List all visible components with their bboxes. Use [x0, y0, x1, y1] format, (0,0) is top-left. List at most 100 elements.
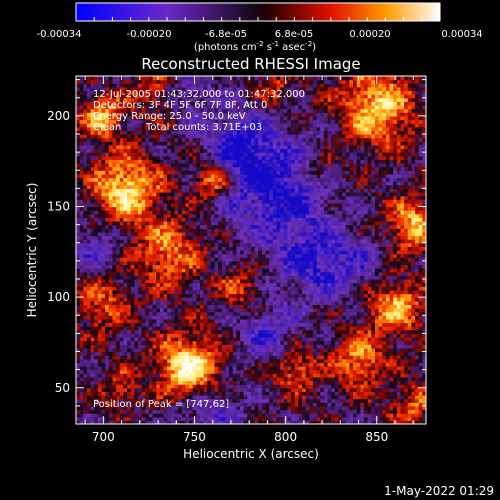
heatmap-cell	[214, 206, 219, 211]
heatmap-cell	[76, 134, 81, 139]
heatmap-cell	[90, 166, 95, 171]
heatmap-cell	[232, 228, 238, 233]
heatmap-cell	[251, 329, 256, 334]
heatmap-cell	[170, 231, 176, 237]
heatmap-cell	[86, 170, 92, 175]
heatmap-cell	[207, 221, 212, 226]
heatmap-cell	[112, 184, 117, 189]
heatmap-cell	[156, 206, 161, 211]
heatmap-cell	[232, 130, 238, 135]
heatmap-cell	[141, 362, 146, 367]
heatmap-cell	[221, 300, 227, 305]
heatmap-cell	[134, 413, 139, 418]
heatmap-cell	[130, 242, 135, 247]
heatmap-cell	[137, 126, 143, 131]
heatmap-cell	[127, 337, 132, 342]
heatmap-cell	[240, 402, 245, 407]
heatmap-cell	[152, 173, 157, 179]
heatmap-cell	[261, 315, 267, 320]
heatmap-cell	[137, 170, 143, 175]
heatmap-cell	[167, 137, 172, 142]
heatmap-cell	[181, 250, 186, 255]
heatmap-cell	[108, 76, 114, 81]
heatmap-cell	[258, 173, 263, 179]
heatmap-cell	[116, 318, 121, 324]
heatmap-cell	[130, 155, 135, 160]
heatmap-cell	[127, 282, 132, 287]
heatmap-cell	[181, 192, 186, 197]
heatmap-cell	[79, 264, 84, 269]
heatmap-cell	[225, 311, 230, 316]
heatmap-cell	[232, 115, 238, 121]
heatmap-cell	[108, 315, 114, 320]
heatmap-cell	[134, 181, 139, 186]
heatmap-cell	[229, 108, 234, 113]
heatmap-cell	[137, 159, 143, 164]
heatmap-cell	[240, 235, 245, 240]
heatmap-cell	[163, 177, 168, 182]
heatmap-cell	[243, 159, 248, 164]
heatmap-cell	[221, 402, 227, 407]
heatmap-cell	[137, 308, 143, 313]
heatmap-cell	[141, 224, 146, 229]
heatmap-cell	[79, 355, 84, 360]
heatmap-cell	[116, 413, 121, 418]
heatmap-cell	[192, 253, 197, 258]
heatmap-cell	[236, 177, 241, 182]
heatmap-cell	[90, 358, 95, 363]
heatmap-cell	[167, 264, 172, 269]
heatmap-cell	[112, 246, 117, 251]
heatmap-cell	[247, 126, 252, 131]
heatmap-cell	[90, 395, 95, 400]
heatmap-cell	[76, 76, 81, 81]
heatmap-cell	[86, 322, 92, 327]
heatmap-cell	[189, 337, 194, 342]
heatmap-cell	[94, 141, 99, 146]
heatmap-cell	[108, 380, 114, 385]
heatmap-cell	[225, 126, 230, 131]
heatmap-cell	[83, 192, 88, 197]
heatmap-cell	[137, 395, 143, 400]
heatmap-cell	[83, 362, 88, 367]
heatmap-cell	[159, 268, 165, 273]
heatmap-cell	[181, 112, 186, 117]
heatmap-cell	[251, 268, 256, 273]
heatmap-cell	[210, 333, 216, 338]
heatmap-cell	[141, 206, 146, 211]
heatmap-cell	[199, 416, 205, 421]
heatmap-cell	[192, 242, 197, 247]
heatmap-cell	[207, 224, 212, 229]
heatmap-cell	[163, 304, 168, 309]
heatmap-cell	[148, 405, 154, 411]
heatmap-cell	[232, 373, 238, 378]
heatmap-cell	[181, 409, 186, 414]
heatmap-cell	[83, 413, 88, 418]
heatmap-cell	[232, 264, 238, 269]
heatmap-cell	[174, 184, 179, 189]
heatmap-cell	[156, 297, 161, 302]
heatmap-cell	[83, 130, 88, 135]
heatmap-cell	[247, 311, 252, 316]
heatmap-cell	[97, 358, 103, 363]
heatmap-cell	[94, 329, 99, 334]
heatmap-cell	[152, 155, 157, 160]
heatmap-cell	[225, 148, 230, 153]
heatmap-cell	[90, 329, 95, 334]
heatmap-cell	[163, 137, 168, 142]
heatmap-cell	[170, 202, 176, 208]
heatmap-cell	[254, 260, 259, 266]
heatmap-cell	[189, 308, 194, 313]
heatmap-cell	[196, 369, 201, 374]
heatmap-cell	[178, 297, 183, 302]
heatmap-cell	[240, 159, 245, 164]
heatmap-cell	[130, 260, 135, 266]
heatmap-cell	[130, 376, 135, 382]
heatmap-cell	[127, 409, 132, 414]
heatmap-cell	[148, 210, 154, 215]
heatmap-cell	[83, 318, 88, 324]
heatmap-cell	[236, 271, 241, 276]
heatmap-cell	[156, 402, 161, 407]
heatmap-cell	[214, 141, 219, 146]
heatmap-cell	[229, 416, 234, 421]
heatmap-cell	[181, 391, 186, 396]
